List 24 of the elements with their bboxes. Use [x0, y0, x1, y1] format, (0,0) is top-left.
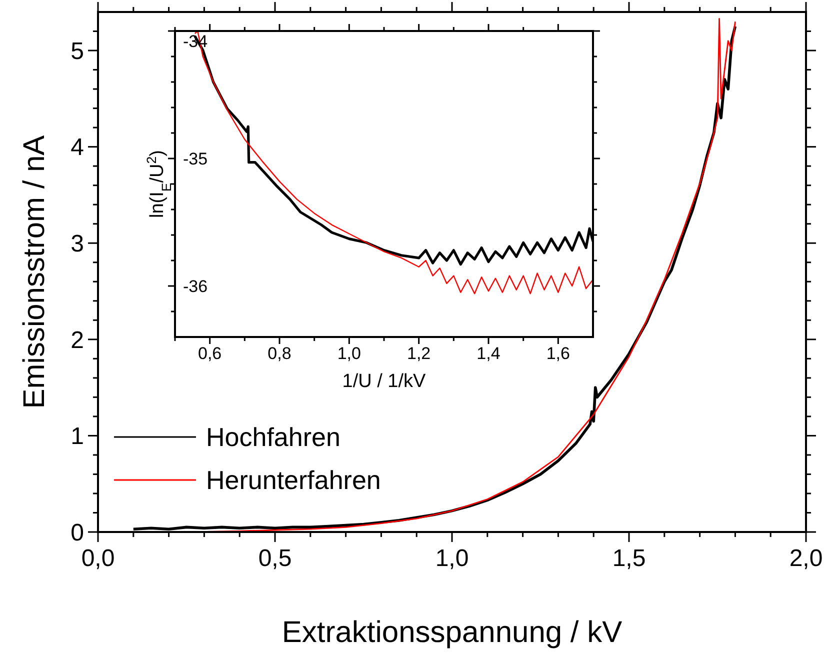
- x-tick-label: 1,4: [476, 344, 500, 363]
- x-tick-label: 2,0: [789, 545, 823, 572]
- y-tick-label: 4: [70, 134, 84, 162]
- y-tick-label: -35: [183, 149, 208, 168]
- x-tick-label: 1,0: [337, 344, 361, 363]
- x-tick-label: 0,8: [268, 344, 292, 363]
- y-tick-label: 2: [70, 326, 84, 354]
- x-tick-label: 1,5: [612, 545, 646, 572]
- x-tick-label: 1,0: [435, 545, 469, 572]
- y-axis-title: Emissionsstrom / nA: [18, 135, 51, 409]
- x-tick-label: 0,0: [81, 545, 115, 572]
- y-tick-label: 0: [70, 519, 84, 546]
- legend-label: Hochfahren: [206, 422, 340, 452]
- x-tick-label: 1,2: [407, 344, 431, 363]
- x-axis-title: 1/U / 1/kV: [342, 371, 426, 392]
- y-tick-label: 5: [70, 38, 84, 65]
- x-tick-label: 0,6: [198, 344, 222, 363]
- y-tick-label: -36: [183, 276, 208, 296]
- x-tick-label: 0,5: [258, 545, 292, 572]
- x-axis-title: Extraktionsspannung / kV: [282, 616, 622, 649]
- y-tick-label: 3: [70, 230, 84, 258]
- y-tick-label: 1: [70, 423, 84, 450]
- legend-label: Herunterfahren: [206, 465, 381, 496]
- x-tick-label: 1,6: [546, 344, 570, 363]
